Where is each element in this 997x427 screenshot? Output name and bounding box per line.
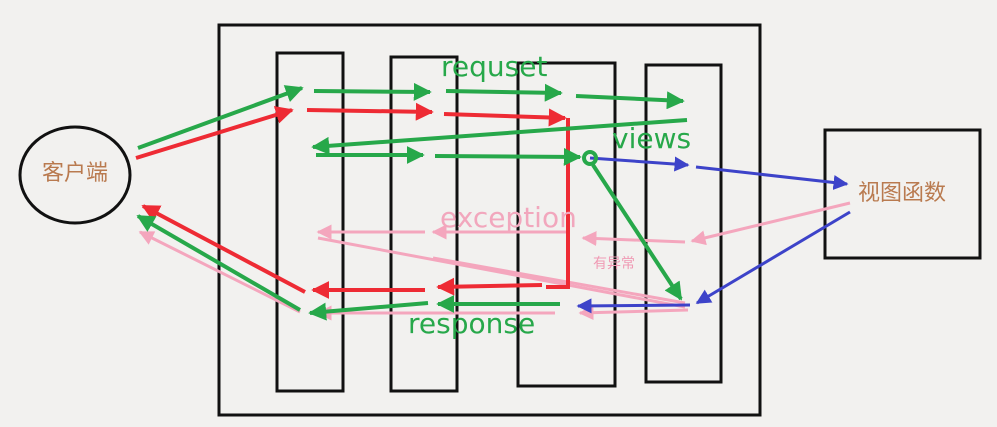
request-label: requset [441,50,548,83]
middleware-4 [644,63,723,384]
client-label: 客户端 [42,161,109,186]
views-label: views [612,122,692,155]
client-node [18,125,132,225]
view-call-arrows [576,156,851,314]
server-box [217,23,762,417]
middleware-3 [516,61,617,388]
exception-label: exception [440,201,577,234]
response-label: response [408,307,536,340]
middleware-2 [389,55,459,393]
early-return-arrows [135,102,570,299]
middleware-1 [275,51,345,393]
view-function-label: 视图函数 [858,181,947,206]
view-function-node [823,128,982,260]
has-exception-label: 有异常 [593,256,635,272]
request-flow-arrows [136,82,688,321]
exception-response-arrows [138,201,851,321]
